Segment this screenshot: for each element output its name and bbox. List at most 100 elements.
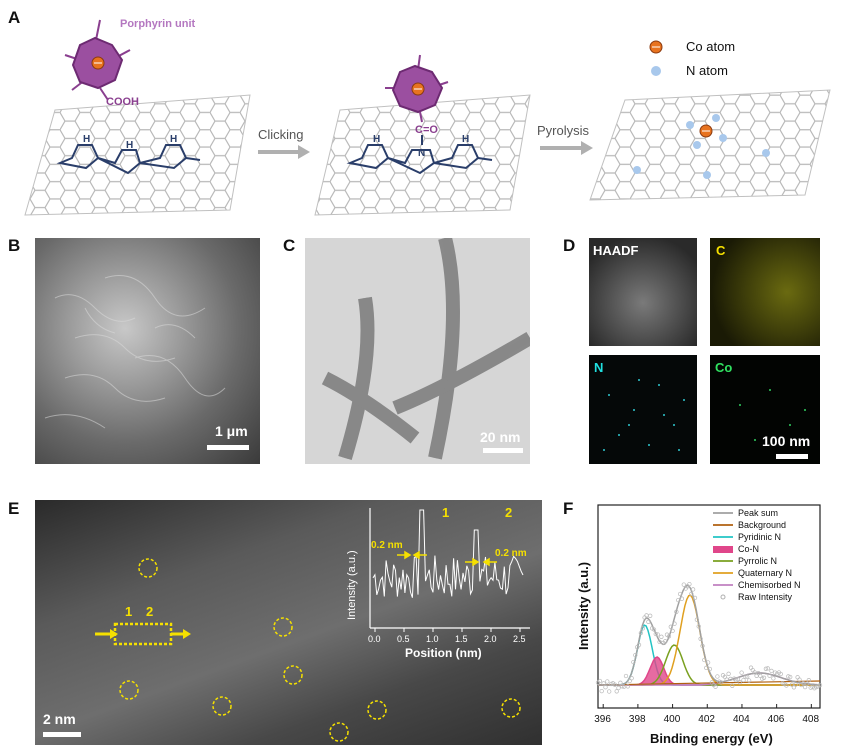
panel-letter-f: F (563, 499, 574, 518)
stem-image: 1 2 2 nm 0.0 0.5 1.0 1.5 2.0 2.5 Intensity (a… (35, 500, 542, 745)
sem-scale-bar (207, 445, 249, 450)
inset-xtick-label: 0.0 (368, 634, 381, 644)
inset-axes (369, 508, 530, 629)
inset-peak-2-label: 2 (505, 505, 512, 520)
xps-raw-point (672, 621, 677, 626)
porphyrin-unit-1 (64, 19, 131, 101)
xps-raw-point (659, 634, 664, 639)
xps-raw-point (607, 689, 612, 694)
xps-raw-point (623, 673, 629, 679)
sem-scale-label: 1 μm (215, 423, 248, 439)
legend-label: Background (738, 520, 786, 530)
graphene-sheet-3 (589, 89, 831, 201)
profile-end-label: 2 (146, 604, 153, 619)
xps-raw-point (663, 639, 668, 644)
xps-xlabel: Binding energy (eV) (650, 731, 773, 746)
inset-ylabel: Intensity (a.u.) (346, 550, 358, 620)
xps-raw-point (765, 666, 770, 671)
xps-raw-point (646, 619, 651, 624)
n-atom-legend-label: N atom (686, 63, 728, 78)
xps-raw-point (653, 631, 658, 637)
cooh-label: COOH (106, 96, 139, 108)
inset-xtick-label: 2.0 (484, 634, 497, 644)
tem-image: 20 nm (305, 238, 530, 464)
xps-xtick-label: 396 (594, 714, 611, 725)
xps-raw-point (599, 688, 604, 694)
xps-raw-point (778, 671, 783, 677)
clicking-label: Clicking (258, 127, 304, 142)
xps-raw-point (676, 597, 681, 603)
inset-xtick-label: 0.5 (397, 634, 410, 644)
xps-raw-point (704, 665, 709, 671)
xps-chart: 396 398 400 402 404 406 408 Peak sum Background… (576, 504, 823, 746)
stem-scale-label: 2 nm (43, 711, 76, 727)
xps-xtick-label: 400 (664, 714, 681, 725)
xps-raw-point (631, 659, 636, 665)
arrow-pyrolysis (540, 141, 593, 155)
xps-raw-point (786, 674, 791, 679)
xps-raw-point (700, 643, 705, 649)
nh-label-6: H (462, 134, 469, 145)
xps-raw-point (668, 624, 673, 629)
stem-scale-bar (43, 732, 81, 737)
xps-xtick-label: 404 (733, 714, 750, 725)
legend-label: Quaternary N (738, 568, 792, 578)
cobalt-map: Co 100 nm (710, 355, 820, 464)
xps-raw-point (713, 684, 718, 689)
xps-raw-point (648, 613, 653, 618)
xps-raw-point (690, 587, 696, 592)
xps-raw-point (802, 684, 808, 690)
panel-letter-c: C (283, 236, 296, 255)
tem-scale-bar (483, 448, 523, 453)
xps-raw-point (677, 591, 683, 597)
xps-raw-point (625, 684, 630, 689)
xps-raw-point (795, 675, 800, 680)
xps-raw-point (620, 684, 625, 689)
inset-distance-2: 0.2 nm (495, 548, 527, 559)
xps-raw-point (761, 675, 767, 680)
inset-distance-arrows (397, 550, 497, 567)
xps-raw-point (705, 660, 711, 665)
xps-raw-point (743, 674, 748, 679)
xps-raw-point (605, 679, 610, 684)
inset-xlabel: Position (nm) (405, 646, 482, 660)
eds-scale-label: 100 nm (762, 433, 811, 449)
nitrogen-map: N (589, 355, 697, 464)
sem-image: 1 μm (35, 238, 260, 464)
profile-start-label: 1 (125, 604, 132, 619)
xps-raw-point (687, 581, 692, 587)
haadf-map: HAADF (589, 238, 697, 346)
xps-raw-point (754, 673, 759, 678)
xps-raw-point (735, 677, 741, 682)
xps-raw-point (707, 666, 713, 672)
xps-raw-point (633, 652, 638, 658)
xps-raw-point (612, 682, 617, 687)
haadf-label: HAADF (593, 243, 639, 258)
xps-raw-point (737, 680, 742, 685)
line-profile-inset: 0.0 0.5 1.0 1.5 2.0 2.5 Intensity (a.u.) Posi… (346, 505, 530, 660)
xps-raw-point (616, 685, 621, 691)
xps-xtick-label: 402 (698, 714, 715, 725)
xps-raw-point (718, 680, 724, 685)
xps-raw-point (651, 627, 657, 632)
legend-swatch (720, 594, 726, 600)
xps-raw-point (763, 666, 769, 671)
xps-raw-point (817, 682, 823, 688)
nh-label-4: H (373, 134, 380, 145)
legend-label: Pyrrolic N (738, 556, 777, 566)
intensity-trace (372, 509, 524, 598)
xps-raw-point (655, 632, 660, 637)
xps-raw-point (670, 628, 675, 634)
xps-raw-point (694, 617, 700, 622)
panel-a-schematic: Porphyrin unit COOH H H H Clicking C=O H… (24, 18, 831, 216)
co-group-label: C=O (415, 124, 438, 136)
xps-xtick-label: 398 (629, 714, 646, 725)
inset-distance-1: 0.2 nm (371, 540, 403, 551)
inset-peak-1-label: 1 (442, 505, 449, 520)
panel-letter-e: E (8, 499, 20, 518)
porphyrin-unit-2 (385, 54, 449, 145)
xps-raw-point (638, 630, 644, 636)
xps-raw-point (745, 674, 750, 679)
xps-raw-point (689, 591, 694, 597)
inset-xtick-label: 1.5 (455, 634, 468, 644)
